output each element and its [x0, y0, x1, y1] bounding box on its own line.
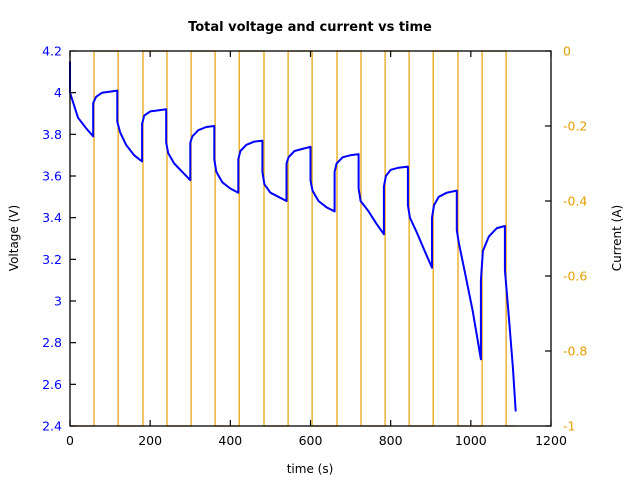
y2-tick-label: -0.6 — [563, 269, 587, 284]
current-series-line — [70, 50, 516, 427]
axis-ticks: 0 200 400 600 800 1000 1200 4.2 4 3.8 3.6 3.4 3.2 3 2.… — [42, 44, 587, 449]
y2-tick-label: -0.4 — [563, 194, 587, 209]
x-tick-label: 800 — [379, 433, 403, 448]
chart-title: Total voltage and current vs time — [188, 20, 432, 35]
y2-axis-label: Current (A) — [610, 205, 624, 271]
y2-tick-label: 0 — [563, 44, 571, 59]
y2-tick-label: -1 — [563, 419, 575, 434]
y-tick-label: 2.8 — [42, 335, 62, 350]
y-tick-label: 2.6 — [42, 377, 62, 392]
voltage-series-line — [69, 61, 517, 412]
x-tick-label: 200 — [138, 433, 162, 448]
y2-tick-label: -0.2 — [563, 119, 587, 134]
y-tick-label: 3.4 — [42, 210, 62, 225]
y-tick-label: 3.2 — [42, 252, 62, 267]
x-tick-label: 1200 — [535, 433, 567, 448]
x-tick-label: 600 — [299, 433, 323, 448]
y-tick-label: 4.2 — [42, 44, 62, 59]
y-tick-label: 3.6 — [42, 169, 62, 184]
plot-area — [69, 50, 517, 427]
y-tick-label: 2.4 — [42, 419, 62, 434]
x-tick-label: 0 — [66, 433, 74, 448]
x-tick-label: 1000 — [455, 433, 487, 448]
y-tick-label: 4 — [54, 85, 62, 100]
y-tick-label: 3.8 — [42, 127, 62, 142]
x-axis-label: time (s) — [287, 462, 334, 476]
y-axis-label: Voltage (V) — [7, 205, 21, 271]
y-tick-label: 3 — [54, 294, 62, 309]
y2-tick-label: -0.8 — [563, 344, 587, 359]
plot-frame — [69, 50, 552, 427]
x-tick-label: 400 — [218, 433, 242, 448]
